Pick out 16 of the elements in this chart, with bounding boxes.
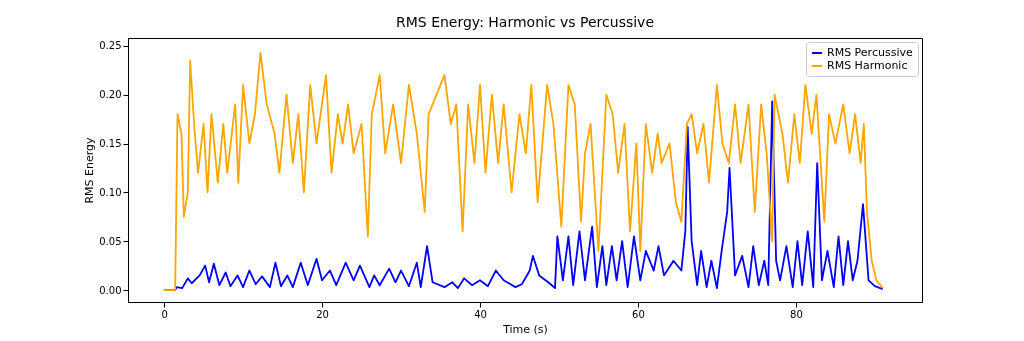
y-tick-label: 0.00 — [99, 284, 122, 296]
x-tick-label: 0 — [161, 308, 168, 320]
y-tick-label: 0.20 — [99, 89, 122, 101]
y-tick-label: 0.15 — [99, 138, 122, 150]
x-tick-label: 60 — [632, 308, 645, 320]
x-tick-label: 40 — [474, 308, 487, 320]
x-axis-title: Time (s) — [502, 322, 548, 336]
x-tick-label: 20 — [316, 308, 329, 320]
y-tick-label: 0.05 — [99, 235, 122, 247]
legend-label: RMS Harmonic — [827, 59, 908, 72]
chart-title: RMS Energy: Harmonic vs Percussive — [395, 14, 655, 30]
y-tick-label: 0.25 — [99, 40, 122, 52]
x-tick-label: 80 — [790, 308, 803, 320]
legend-label: RMS Percussive — [827, 46, 913, 59]
y-tick-label: 0.10 — [99, 186, 122, 198]
y-axis-title: RMS Energy — [83, 136, 97, 204]
